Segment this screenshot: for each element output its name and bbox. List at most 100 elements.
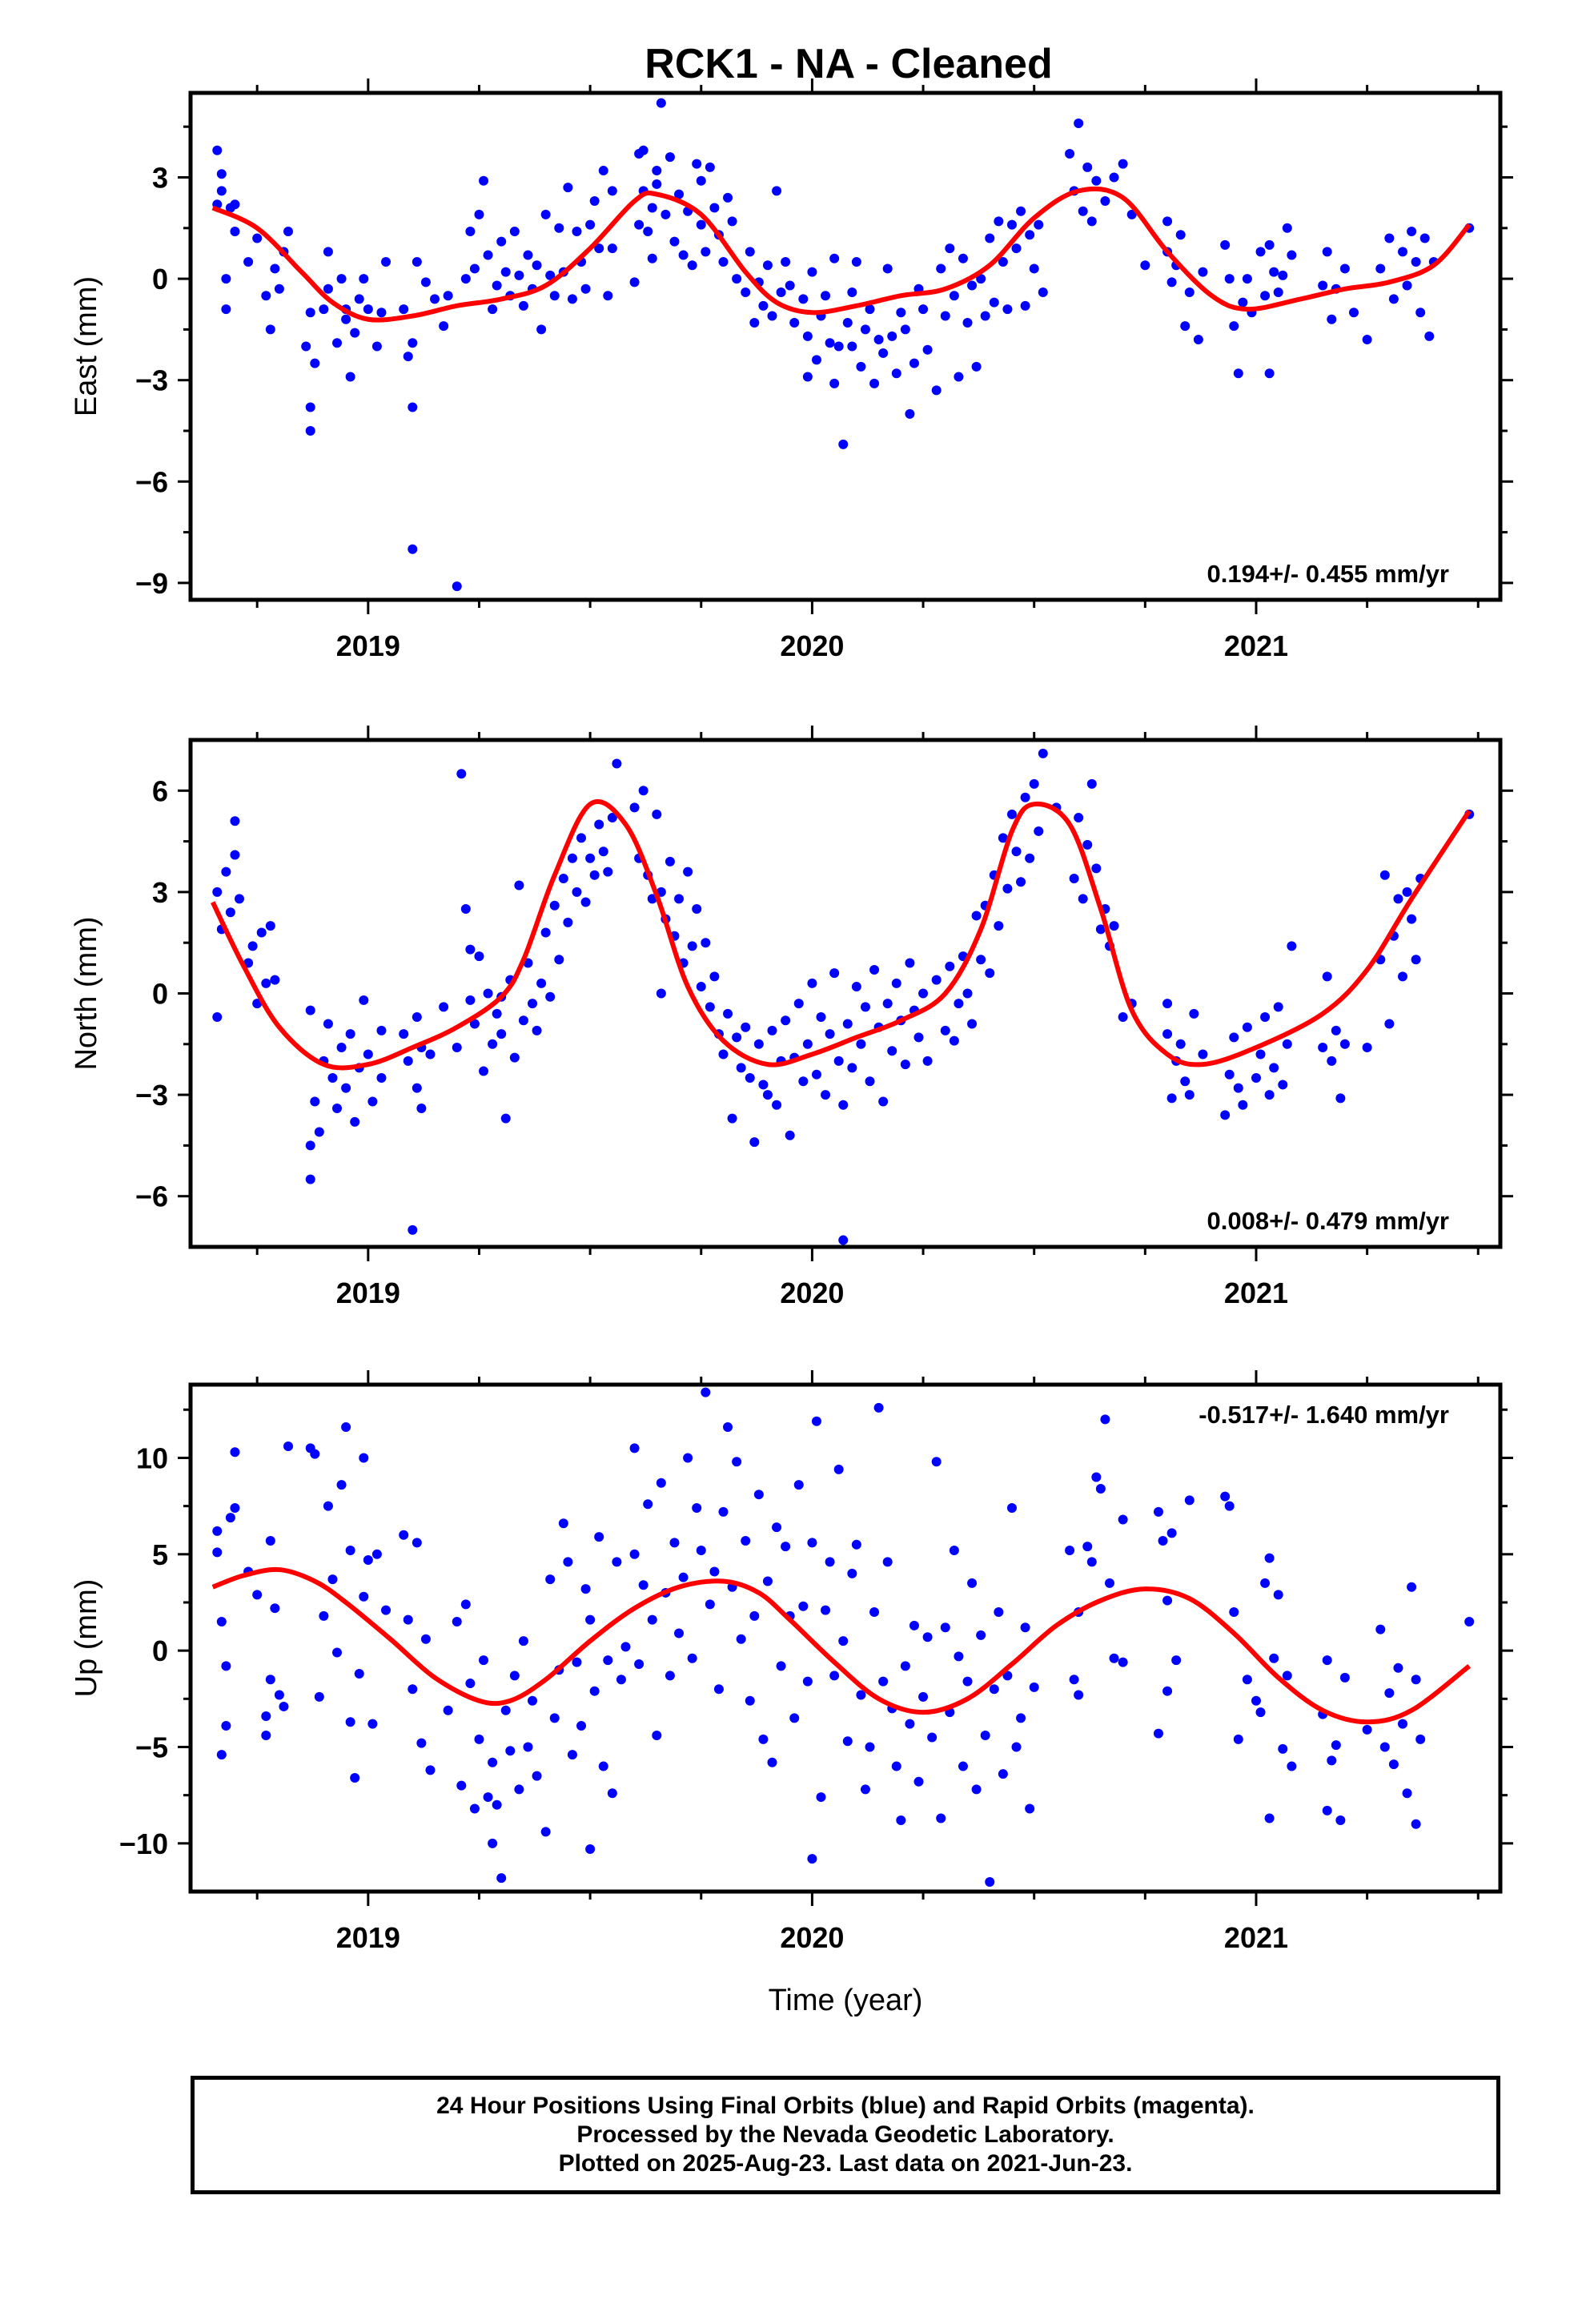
data-point <box>323 247 333 257</box>
plot-frame <box>188 738 1503 1249</box>
data-point <box>1255 1707 1266 1718</box>
data-point <box>283 227 294 237</box>
data-point <box>869 1607 880 1618</box>
data-point <box>1198 267 1208 277</box>
data-point <box>727 1113 737 1124</box>
data-point <box>781 1015 791 1026</box>
data-point <box>607 243 617 254</box>
data-point <box>723 192 733 203</box>
data-point <box>549 291 560 301</box>
data-point <box>572 227 582 237</box>
data-point <box>212 145 223 155</box>
data-point <box>638 145 648 155</box>
data-point <box>723 1008 733 1019</box>
y-tick-label: −6 <box>135 1180 168 1213</box>
data-point <box>1078 894 1088 904</box>
data-point <box>594 1532 604 1542</box>
data-point <box>1025 230 1035 240</box>
data-point <box>958 253 968 263</box>
data-point <box>225 1513 235 1523</box>
data-point <box>882 1557 893 1567</box>
data-point <box>696 982 706 992</box>
data-point <box>1339 263 1350 274</box>
data-point <box>842 1736 853 1747</box>
data-point <box>412 1083 422 1093</box>
data-point <box>514 1784 524 1795</box>
data-point <box>479 1066 489 1076</box>
data-point <box>1011 1742 1022 1752</box>
footer-line-2: Processed by the Nevada Geodetic Laborat… <box>576 2121 1114 2148</box>
data-point <box>279 1701 289 1711</box>
data-point <box>647 253 657 263</box>
data-point <box>1166 1093 1177 1104</box>
data-point <box>847 1568 857 1578</box>
y-tick-label: 6 <box>152 774 168 807</box>
data-point <box>1362 1724 1372 1735</box>
data-point <box>732 274 742 284</box>
data-point <box>549 900 560 911</box>
data-point <box>891 368 901 379</box>
data-point <box>496 1873 507 1884</box>
data-point <box>1375 1624 1386 1634</box>
data-point <box>261 291 271 301</box>
data-point <box>927 1732 938 1743</box>
data-point <box>1335 1093 1346 1104</box>
data-point <box>980 1731 990 1741</box>
data-point <box>1109 172 1119 183</box>
data-point <box>1153 1728 1163 1739</box>
data-point <box>367 1096 378 1107</box>
data-point <box>1379 1742 1390 1752</box>
data-point <box>310 358 320 368</box>
data-point <box>687 941 697 951</box>
data-point <box>483 250 493 260</box>
data-point <box>500 1113 511 1124</box>
data-point <box>825 1029 835 1039</box>
data-point <box>612 1557 622 1567</box>
data-point <box>1242 1022 1252 1032</box>
data-point <box>767 311 777 321</box>
data-point <box>1002 883 1013 894</box>
data-point <box>1011 243 1022 254</box>
data-point <box>1411 1819 1421 1829</box>
data-point <box>216 169 227 179</box>
footer-box: 24 Hour Positions Using Final Orbits (bl… <box>191 2076 1500 2194</box>
data-point <box>1251 1695 1261 1706</box>
data-point <box>1407 914 1417 924</box>
data-point <box>1109 1653 1119 1663</box>
data-point <box>408 1684 418 1695</box>
data-point <box>1260 291 1271 301</box>
data-point <box>1065 1545 1075 1555</box>
data-point <box>878 348 889 358</box>
data-point <box>976 1630 986 1640</box>
data-point <box>1348 308 1359 318</box>
data-point <box>962 317 973 328</box>
data-point <box>1242 1675 1252 1685</box>
data-point <box>985 233 995 243</box>
y-tick-label: −9 <box>135 567 168 600</box>
data-point <box>580 897 591 907</box>
data-point <box>674 1628 685 1638</box>
data-point <box>408 338 418 348</box>
y-tick-label: 0 <box>152 1634 168 1667</box>
data-point <box>221 274 231 284</box>
data-point <box>598 1761 608 1771</box>
data-point <box>900 324 910 335</box>
x-tick-label: 2020 <box>780 629 844 662</box>
data-point <box>367 1719 378 1729</box>
y-axis-label: East (mm) <box>70 276 103 416</box>
data-point <box>345 1717 355 1727</box>
data-point <box>847 1063 857 1073</box>
data-point <box>314 1127 324 1137</box>
data-point <box>350 1116 360 1127</box>
data-point <box>825 338 835 348</box>
data-point <box>980 311 990 321</box>
data-point <box>945 243 955 254</box>
data-point <box>772 1522 782 1533</box>
data-point <box>620 1642 631 1652</box>
data-point <box>1118 1514 1128 1525</box>
data-point <box>913 1776 924 1787</box>
data-point <box>1402 887 1412 897</box>
data-point <box>1180 321 1191 332</box>
data-point <box>216 186 227 196</box>
data-point <box>793 999 804 1009</box>
